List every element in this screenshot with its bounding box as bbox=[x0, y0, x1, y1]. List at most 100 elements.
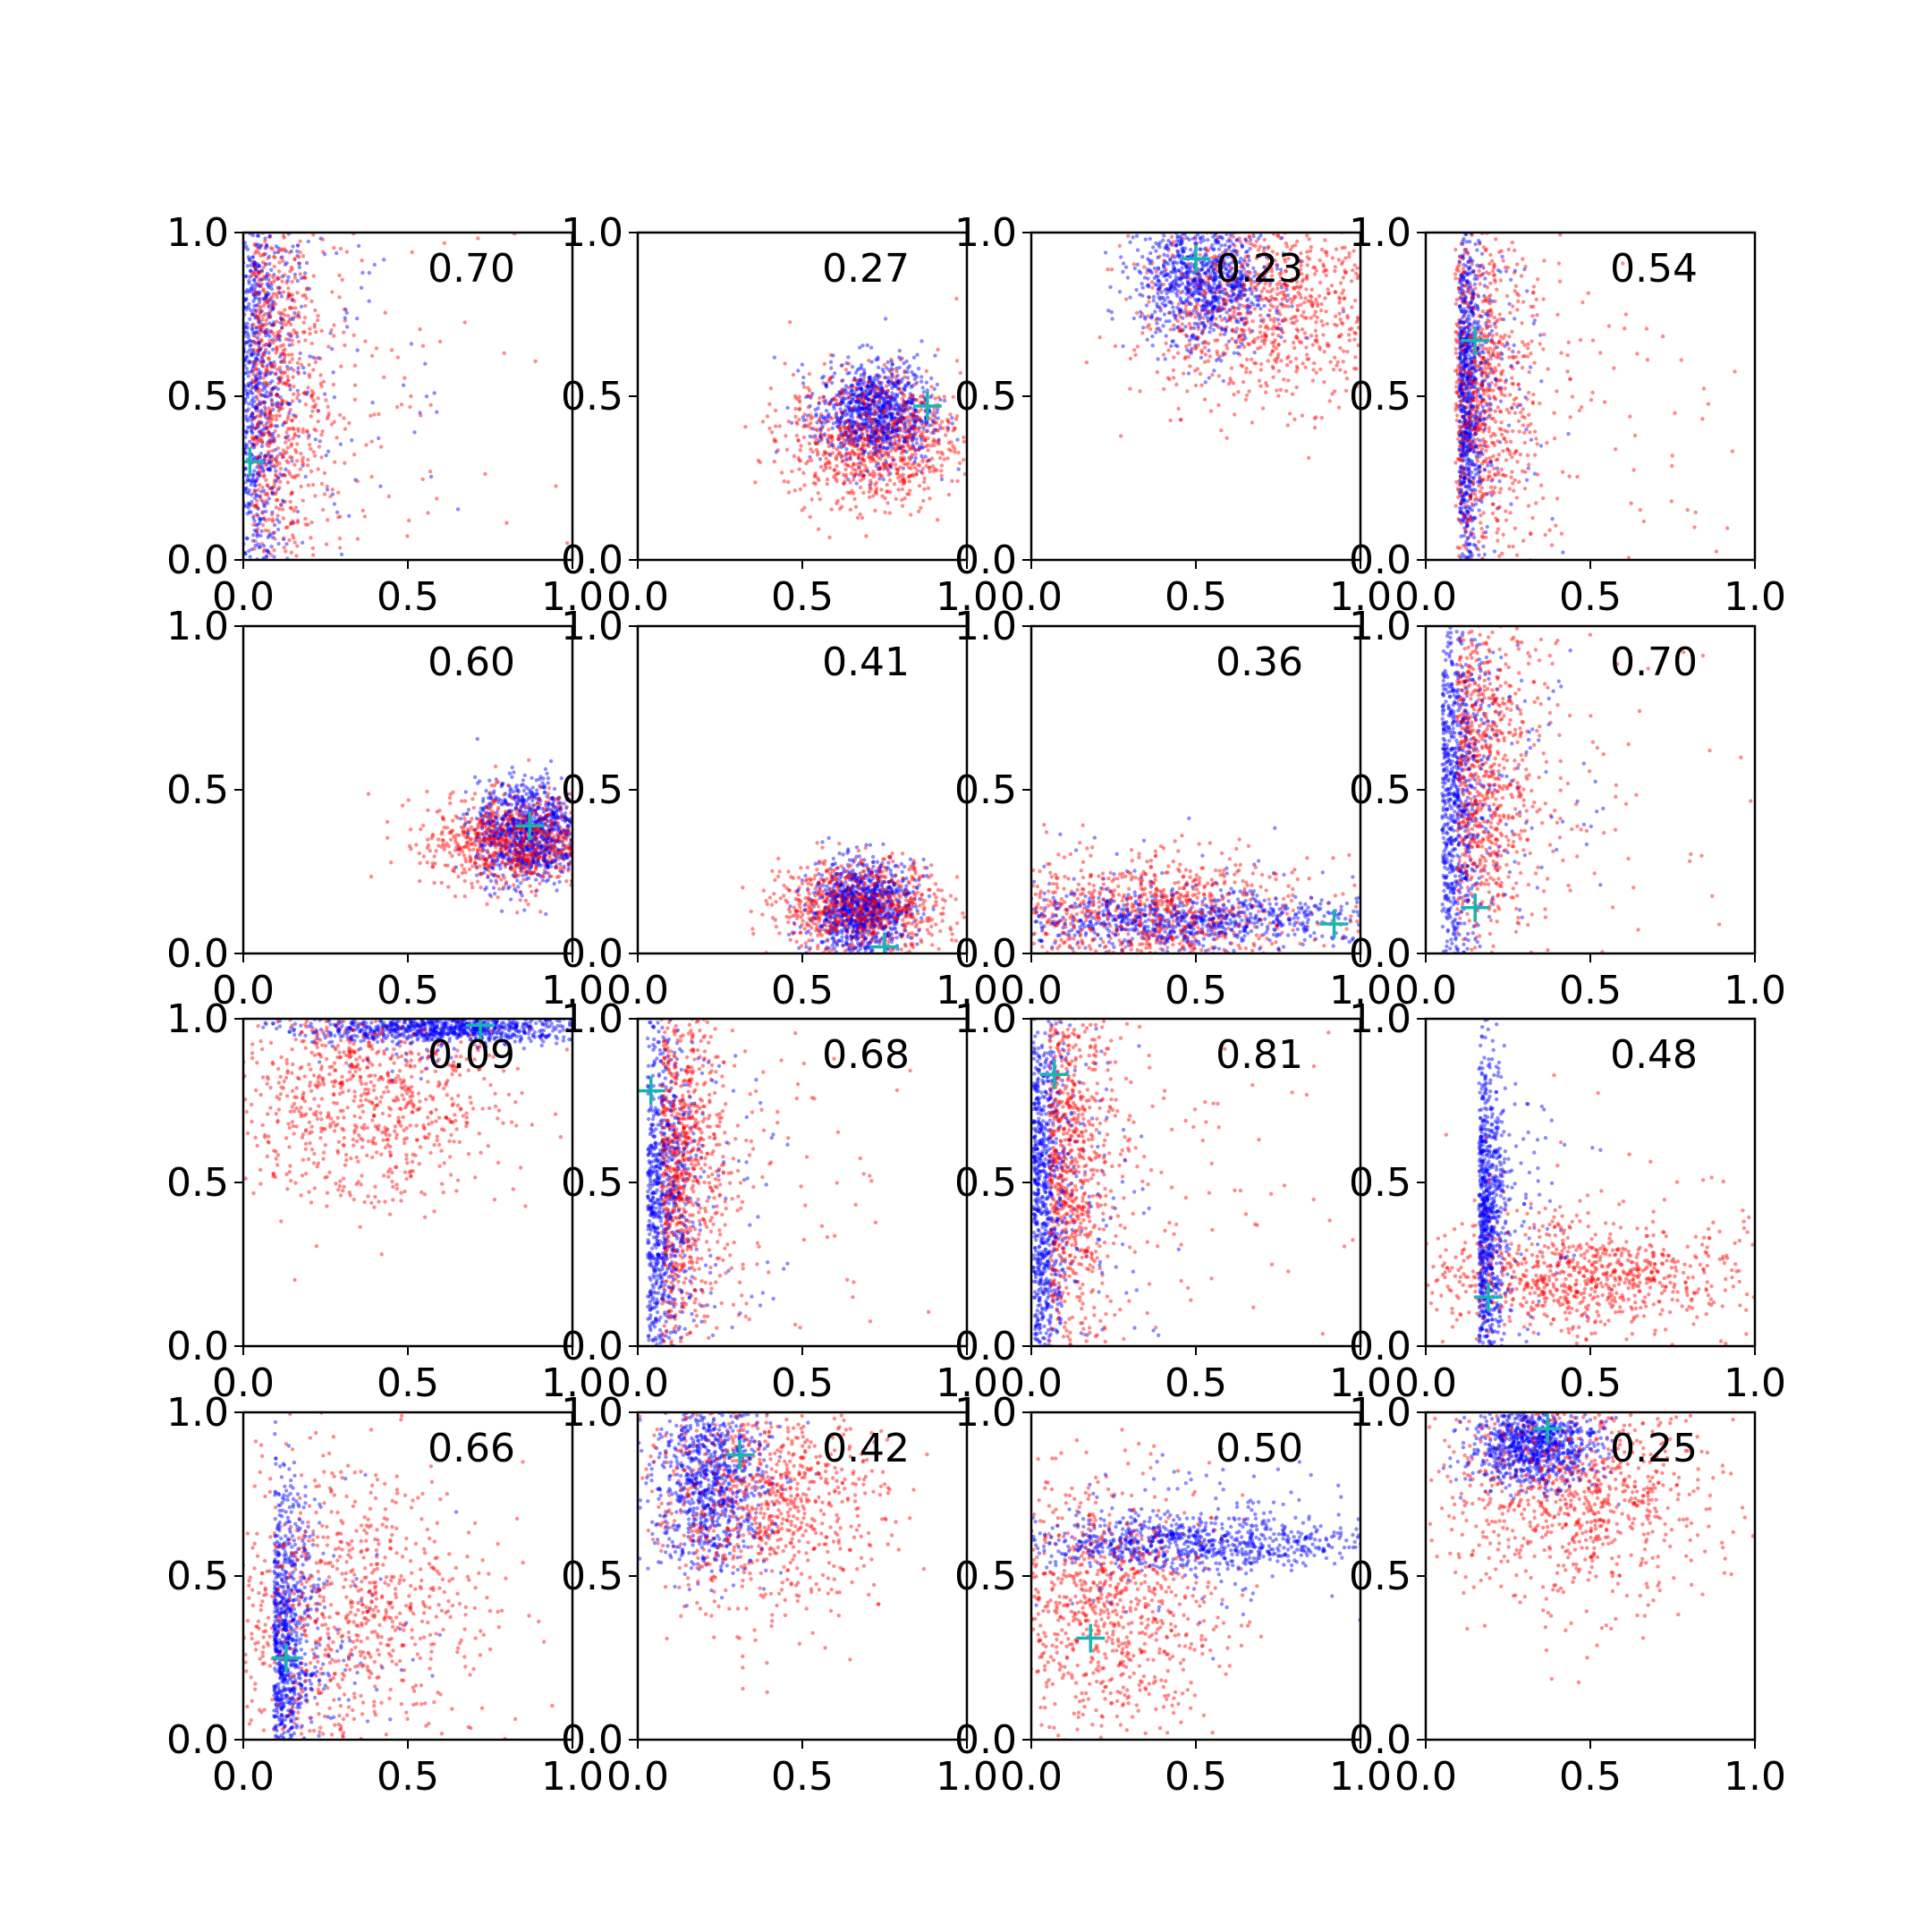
point-series-a bbox=[859, 407, 863, 411]
point-series-b bbox=[904, 462, 909, 467]
point-series-b bbox=[804, 461, 809, 466]
point-series-a bbox=[264, 453, 268, 458]
point-series-b bbox=[258, 414, 263, 419]
point-series-b bbox=[827, 452, 832, 456]
point-series-b bbox=[848, 432, 853, 436]
point-series-b bbox=[912, 448, 917, 453]
point-series-b bbox=[1288, 247, 1293, 252]
point-series-b bbox=[342, 330, 346, 335]
point-series-b bbox=[292, 462, 297, 467]
point-series-b bbox=[1234, 299, 1240, 304]
point-series-b bbox=[852, 385, 856, 389]
point-series-a bbox=[865, 405, 870, 411]
point-series-b bbox=[911, 413, 916, 418]
point-series-b bbox=[1186, 261, 1191, 267]
point-series-a bbox=[1156, 255, 1160, 260]
point-series-b bbox=[276, 275, 282, 281]
point-series-a bbox=[884, 406, 888, 411]
point-series-a bbox=[243, 435, 248, 440]
point-series-b bbox=[900, 504, 905, 508]
point-series-a bbox=[1217, 264, 1222, 269]
point-series-a bbox=[1217, 290, 1222, 295]
point-series-a bbox=[269, 308, 274, 312]
point-series-a bbox=[936, 438, 941, 443]
point-series-b bbox=[838, 390, 843, 394]
point-series-a bbox=[869, 432, 874, 436]
point-series-b bbox=[266, 297, 271, 302]
point-series-b bbox=[284, 400, 289, 404]
point-series-b bbox=[256, 272, 261, 276]
point-series-a bbox=[359, 285, 364, 290]
point-series-b bbox=[1263, 271, 1268, 275]
point-series-b bbox=[800, 508, 804, 513]
point-series-b bbox=[295, 544, 300, 548]
point-series-b bbox=[910, 438, 914, 443]
point-series-b bbox=[1341, 275, 1346, 280]
point-series-b bbox=[889, 448, 894, 453]
point-series-a bbox=[1150, 343, 1155, 348]
point-series-b bbox=[1235, 344, 1240, 350]
point-series-b bbox=[1311, 301, 1316, 305]
point-series-b bbox=[319, 328, 324, 334]
point-series-a bbox=[258, 373, 263, 377]
point-series-b bbox=[1241, 281, 1245, 286]
point-series-b bbox=[1266, 257, 1270, 261]
point-series-b bbox=[869, 481, 873, 486]
point-series-b bbox=[1177, 329, 1182, 334]
point-series-a bbox=[824, 382, 828, 386]
point-series-a bbox=[275, 334, 280, 338]
point-series-a bbox=[866, 398, 870, 402]
point-series-b bbox=[1275, 251, 1280, 257]
point-series-a bbox=[1171, 267, 1176, 272]
point-series-a bbox=[1179, 276, 1183, 281]
point-series-b bbox=[852, 444, 857, 449]
point-series-b bbox=[743, 425, 748, 429]
point-series-a bbox=[273, 385, 278, 389]
point-series-b bbox=[1230, 274, 1235, 278]
point-series-a bbox=[838, 407, 843, 411]
point-series-b bbox=[280, 406, 284, 411]
point-series-a bbox=[281, 472, 286, 478]
point-series-a bbox=[1192, 321, 1197, 326]
point-series-b bbox=[1343, 296, 1347, 301]
point-series-a bbox=[250, 419, 254, 423]
point-series-a bbox=[882, 421, 887, 427]
point-series-a bbox=[939, 477, 945, 482]
point-series-b bbox=[843, 410, 848, 414]
point-series-b bbox=[265, 343, 270, 347]
point-series-b bbox=[852, 496, 857, 502]
point-series-a bbox=[914, 375, 919, 379]
point-series-b bbox=[389, 348, 394, 352]
point-series-a bbox=[1146, 276, 1150, 281]
point-series-b bbox=[767, 402, 772, 406]
point-series-a bbox=[877, 477, 882, 481]
point-series-a bbox=[1184, 334, 1190, 339]
point-series-b bbox=[1170, 255, 1175, 259]
point-series-b bbox=[1275, 305, 1280, 309]
point-series-b bbox=[377, 411, 381, 417]
point-series-a bbox=[245, 536, 250, 541]
point-series-a bbox=[247, 360, 251, 366]
point-series-a bbox=[879, 411, 885, 416]
point-series-b bbox=[420, 477, 425, 481]
point-series-a bbox=[252, 399, 257, 403]
point-series-a bbox=[904, 403, 909, 408]
point-series-a bbox=[872, 430, 877, 436]
point-series-b bbox=[902, 478, 907, 482]
point-series-a bbox=[862, 380, 867, 385]
point-series-b bbox=[1324, 273, 1329, 278]
point-series-a bbox=[1247, 305, 1252, 309]
point-series-a bbox=[894, 378, 899, 383]
point-series-a bbox=[252, 362, 257, 367]
point-series-b bbox=[291, 375, 295, 379]
point-series-b bbox=[897, 418, 902, 422]
point-series-a bbox=[876, 462, 881, 466]
point-series-b bbox=[269, 389, 274, 394]
point-series-a bbox=[266, 301, 270, 305]
point-series-b bbox=[794, 420, 799, 425]
point-series-a bbox=[260, 465, 265, 470]
point-series-b bbox=[295, 519, 301, 523]
point-series-a bbox=[250, 284, 255, 288]
point-series-a bbox=[250, 327, 254, 332]
point-series-a bbox=[857, 403, 861, 408]
